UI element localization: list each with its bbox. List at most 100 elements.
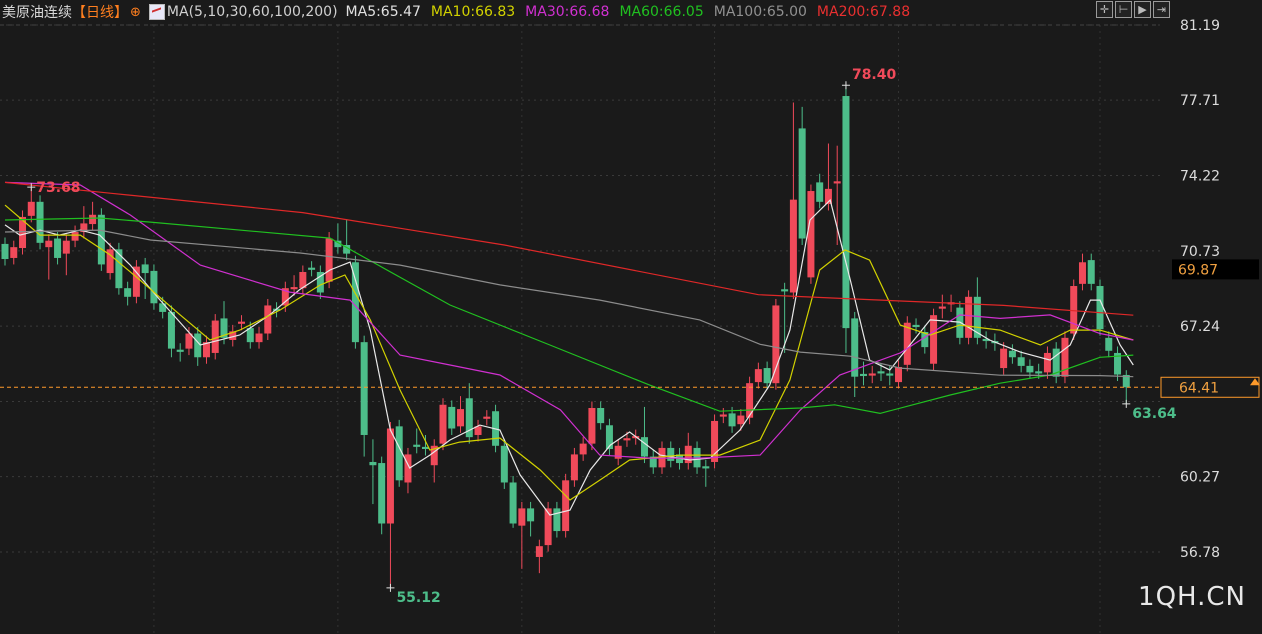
candle-up[interactable] [185,333,193,349]
candle-down[interactable] [1096,286,1104,330]
candle-up[interactable] [930,315,938,364]
candle-up[interactable] [238,321,246,324]
candle-down[interactable] [351,262,359,343]
candle-down[interactable] [1008,350,1016,358]
candle-up[interactable] [80,223,88,233]
candle-down[interactable] [859,373,867,377]
candle-down[interactable] [54,238,62,258]
candle-down[interactable] [798,128,806,239]
candle-down[interactable] [982,338,990,342]
candle-down[interactable] [220,318,228,338]
candle-down[interactable] [702,466,710,469]
candle-up[interactable] [62,240,70,254]
candle-up[interactable] [229,331,237,340]
candle-down[interactable] [246,328,254,343]
candle-down[interactable] [851,318,859,377]
candle-up[interactable] [386,428,394,524]
candle-down[interactable] [667,447,675,461]
candle-down[interactable] [1052,348,1060,377]
candle-down[interactable] [527,508,535,522]
candle-down[interactable] [912,324,920,328]
candle-down[interactable] [334,240,342,248]
candle-up[interactable] [474,426,482,435]
add-indicator-icon[interactable]: ⊕ [130,4,141,20]
candle-down[interactable] [605,425,613,450]
candle-up[interactable] [132,266,140,297]
candle-down[interactable] [176,349,184,352]
candle-down[interactable] [150,270,158,304]
candle-up[interactable] [1078,262,1086,284]
candle-down[interactable] [369,461,377,466]
candle-up[interactable] [895,366,903,383]
candle-up[interactable] [10,247,18,258]
candle-up[interactable] [325,238,333,282]
candle-down[interactable] [509,482,517,524]
candle-up[interactable] [719,414,727,417]
candle-down[interactable] [343,244,351,254]
price-marker-triangle-icon[interactable] [1250,378,1260,386]
candle-up[interactable] [264,305,272,334]
candle-down[interactable] [316,271,324,293]
candle-down[interactable] [421,446,429,450]
candle-up[interactable] [965,296,973,338]
candle-up[interactable] [570,454,578,481]
candle-down[interactable] [124,288,132,297]
candle-up[interactable] [290,287,298,290]
candle-up[interactable] [789,199,797,293]
candle-up[interactable] [684,445,692,464]
candle-up[interactable] [281,288,289,306]
candle-down[interactable] [921,332,929,348]
candle-down[interactable] [115,249,123,289]
candle-down[interactable] [781,289,789,292]
candle-up[interactable] [518,508,526,526]
candle-up[interactable] [824,188,832,204]
candle-up[interactable] [211,320,219,353]
play-icon[interactable]: ▶ [1134,1,1151,18]
candle-up[interactable] [439,404,447,444]
candle-down[interactable] [360,342,368,435]
crosshair-icon[interactable]: ✛ [1096,1,1113,18]
candle-up[interactable] [711,420,719,462]
candle-up[interactable] [430,445,438,466]
period-selector[interactable]: 【日线】 [72,5,128,21]
candle-down[interactable] [842,96,850,329]
ma-params[interactable]: MA(5,10,30,60,100,200) [166,4,338,20]
exit-icon[interactable]: ⇥ [1153,1,1170,18]
candle-up[interactable] [614,445,622,459]
candle-up[interactable] [579,443,587,455]
candle-up[interactable] [457,409,465,427]
candle-down[interactable] [649,456,657,468]
candle-up[interactable] [772,305,780,384]
candle-up[interactable] [754,369,762,383]
candle-down[interactable] [308,267,316,270]
candle-up[interactable] [19,216,27,249]
candle-up[interactable] [833,181,841,184]
candle-up[interactable] [1070,286,1078,334]
candle-down[interactable] [1017,357,1025,366]
candle-up[interactable] [623,438,631,441]
candle-down[interactable] [465,398,473,438]
candle-down[interactable] [500,445,508,483]
candle-down[interactable] [877,371,885,374]
candle-down[interactable] [763,368,771,384]
candle-down[interactable] [886,373,894,376]
candle-up[interactable] [562,480,570,532]
candle-up[interactable] [1000,348,1008,369]
candle-up[interactable] [27,201,35,216]
candle-up[interactable] [588,407,596,444]
candle-up[interactable] [1043,352,1051,373]
candle-up[interactable] [106,249,114,274]
candle-up[interactable] [202,342,210,358]
candle-up[interactable] [89,214,97,225]
candle-down[interactable] [816,182,824,202]
candle-up[interactable] [807,191,815,278]
candle-down[interactable] [1087,260,1095,284]
candle-down[interactable] [413,444,421,447]
candle-down[interactable] [1105,337,1113,351]
candle-down[interactable] [728,413,736,427]
candle-down[interactable] [597,407,605,424]
candle-down[interactable] [159,303,167,312]
candle-down[interactable] [1122,374,1130,388]
candle-down[interactable] [167,311,175,349]
candle-up[interactable] [255,333,263,343]
